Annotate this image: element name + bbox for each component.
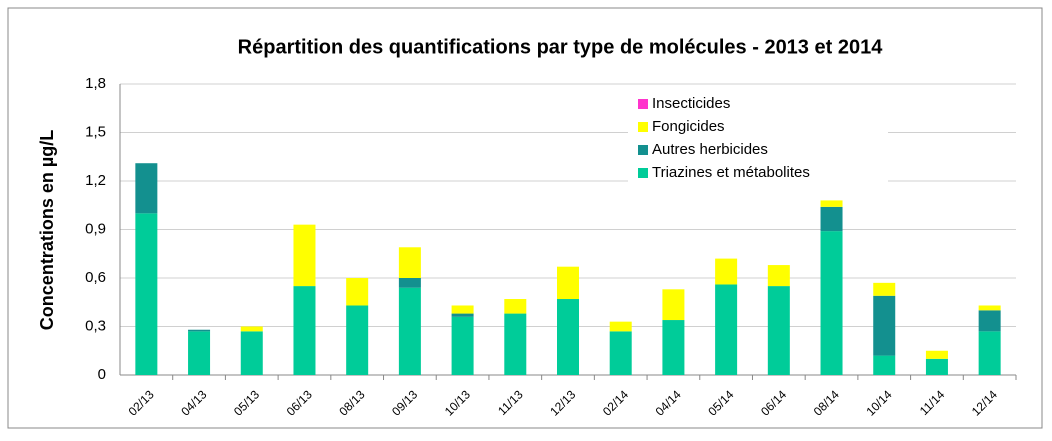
- bar-segment: [978, 331, 1001, 375]
- bar-segment: [188, 331, 211, 375]
- bar-segment: [293, 286, 316, 375]
- bar-segment: [293, 224, 316, 287]
- bar-segment: [557, 266, 579, 300]
- bar-segment: [609, 321, 632, 332]
- bar-segment: [240, 326, 263, 332]
- y-tick-label: 1,5: [85, 123, 106, 140]
- bar-segment: [767, 265, 790, 287]
- bar-segment: [451, 313, 474, 317]
- bar-segment: [135, 163, 158, 214]
- legend-box: [628, 92, 888, 186]
- bar-segment: [557, 299, 579, 375]
- bar-segment: [240, 331, 263, 375]
- bar-segment: [398, 278, 421, 288]
- y-tick-label: 1,2: [85, 172, 106, 189]
- bar-segment: [873, 295, 896, 356]
- y-axis-title: Concentrations en µg/L: [37, 130, 57, 330]
- bar-segment: [925, 358, 948, 375]
- bar-segment: [188, 329, 211, 332]
- legend-label: Autres herbicides: [652, 141, 768, 158]
- bar-segment: [346, 278, 369, 306]
- bar-segment: [767, 286, 790, 375]
- bar-segment: [609, 331, 632, 375]
- bar-segment: [820, 200, 843, 207]
- chart-title: Répartition des quantifications par type…: [238, 36, 884, 58]
- bar-segment: [873, 355, 896, 375]
- legend-swatch: [638, 122, 648, 132]
- bar-segment: [135, 213, 158, 375]
- bar-segment: [398, 287, 421, 375]
- y-tick-label: 0: [98, 366, 106, 383]
- bar-segment: [662, 320, 685, 375]
- y-tick-label: 0,9: [85, 220, 106, 237]
- bar-segment: [504, 313, 527, 375]
- legend-swatch: [638, 168, 648, 178]
- bar-segment: [346, 305, 369, 375]
- y-tick-label: 1,8: [85, 75, 106, 92]
- bar-segment: [820, 206, 843, 232]
- legend-label: Fongicides: [652, 118, 725, 135]
- y-tick-label: 0,3: [85, 317, 106, 334]
- bar-segment: [873, 282, 896, 296]
- legend-label: Insecticides: [652, 95, 730, 112]
- bar-segment: [715, 284, 738, 375]
- bar-segment: [715, 258, 738, 285]
- legend-swatch: [638, 145, 648, 155]
- legend-label: Triazines et métabolites: [652, 164, 810, 181]
- bar-segment: [820, 231, 843, 375]
- bar-segment: [925, 350, 948, 359]
- bar-segment: [451, 316, 474, 375]
- y-tick-label: 0,6: [85, 269, 106, 286]
- bar-segment: [451, 305, 474, 314]
- bar-segment: [398, 247, 421, 278]
- legend-swatch: [638, 99, 648, 109]
- bar-segment: [978, 310, 1001, 332]
- bar-segment: [662, 289, 685, 321]
- bar-segment: [978, 305, 1001, 311]
- bar-segment: [504, 299, 527, 314]
